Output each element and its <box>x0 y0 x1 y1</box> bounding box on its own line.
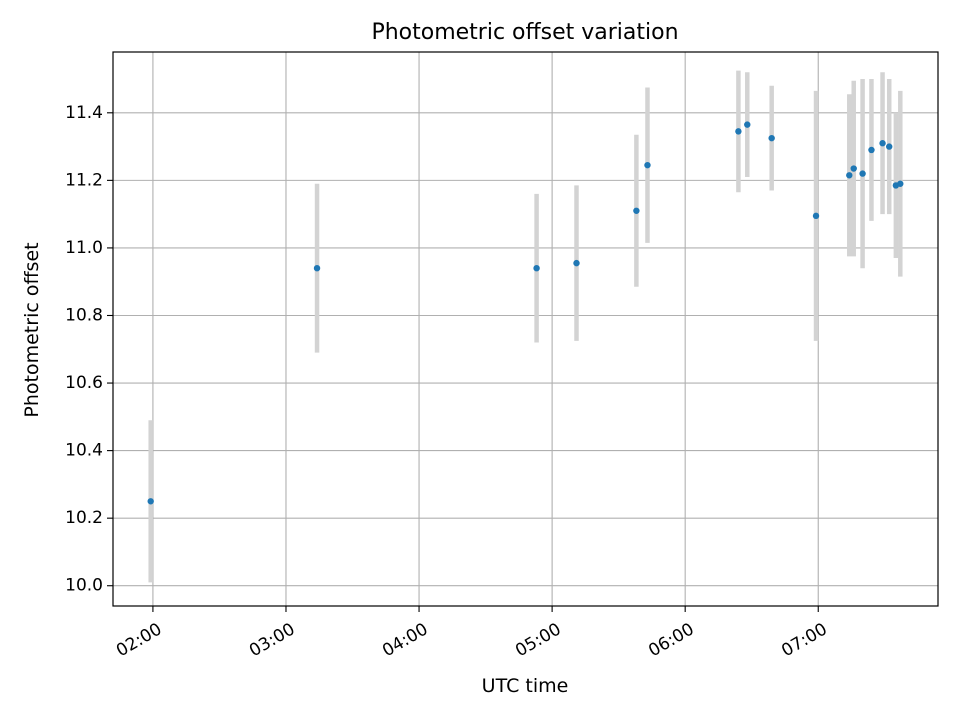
data-point <box>744 121 751 128</box>
data-point <box>859 170 866 177</box>
data-point <box>768 134 775 142</box>
data-point <box>879 140 886 147</box>
y-tick-label: 11.2 <box>65 170 103 190</box>
grid-layer <box>113 52 938 606</box>
data-point <box>868 146 875 154</box>
marker-layer <box>147 121 904 505</box>
data-point <box>812 212 820 220</box>
y-tick-label: 10.2 <box>65 508 103 528</box>
data-point <box>897 180 904 187</box>
data-point <box>850 165 857 172</box>
y-tick-label: 11.4 <box>65 103 103 123</box>
data-point <box>313 264 321 272</box>
data-point <box>735 128 742 135</box>
data-point <box>633 207 640 214</box>
data-point <box>533 264 540 272</box>
y-tick-label: 10.6 <box>65 373 103 393</box>
data-point <box>573 259 580 267</box>
y-tick-label: 10.0 <box>65 576 103 596</box>
y-axis-label: Photometric offset <box>21 242 43 417</box>
y-tick-label: 10.8 <box>65 305 103 325</box>
x-axis-label: UTC time <box>482 675 569 697</box>
data-point <box>886 143 893 150</box>
plot-frame <box>112 51 939 607</box>
y-tick-label: 10.4 <box>65 441 103 461</box>
data-point <box>147 498 154 505</box>
y-tick-label: 11.0 <box>65 238 103 258</box>
chart-title: Photometric offset variation <box>371 20 678 45</box>
data-point <box>846 172 853 179</box>
data-point <box>644 161 651 169</box>
